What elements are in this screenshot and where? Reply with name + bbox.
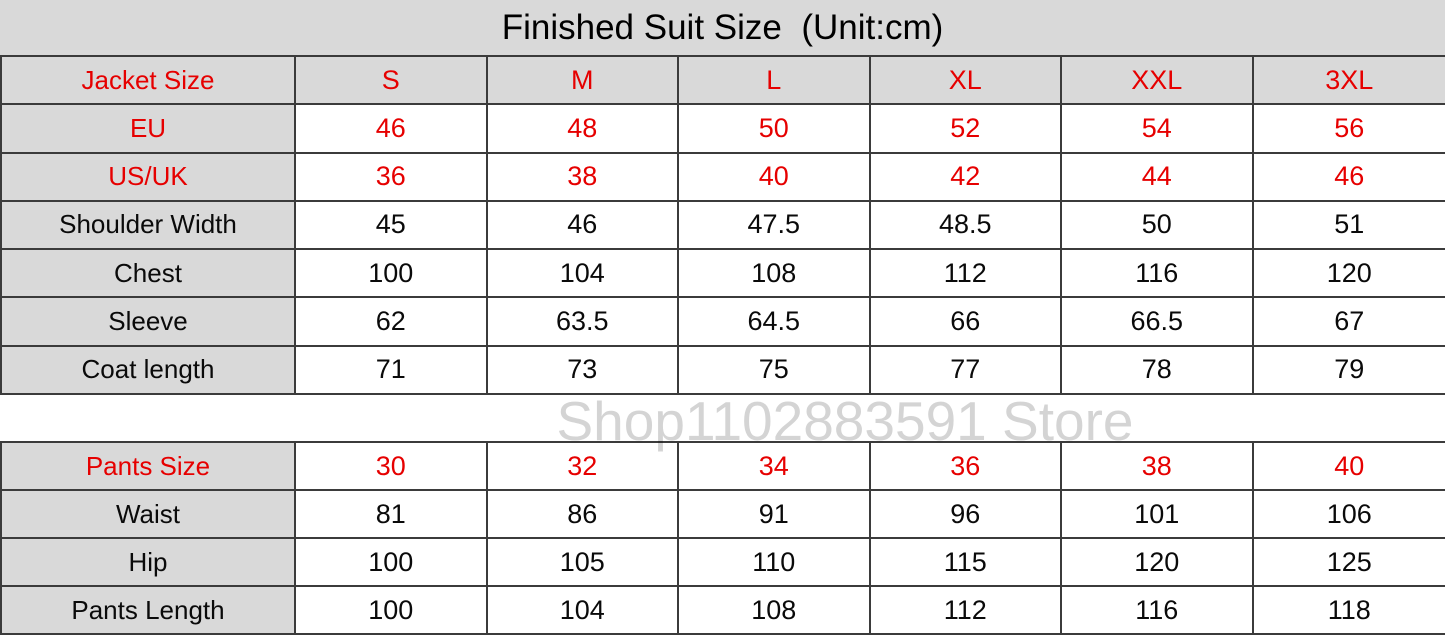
size-header-cell: 34	[679, 443, 871, 491]
value-cell: 100	[296, 250, 488, 299]
row-label: US/UK	[2, 153, 296, 202]
value-cell: 104	[487, 587, 679, 635]
value-cell: 106	[1253, 491, 1445, 539]
value-cell: 77	[870, 346, 1062, 395]
value-cell: 64.5	[679, 298, 871, 347]
value-cell: 66	[870, 298, 1062, 347]
value-cell: 46	[1253, 153, 1445, 202]
size-header-cell: 30	[296, 443, 488, 491]
size-header-cell: 3XL	[1253, 57, 1445, 106]
size-header-cell: L	[679, 57, 871, 106]
value-cell: 100	[296, 587, 488, 635]
value-cell: 105	[487, 539, 679, 587]
row-label: Coat length	[2, 346, 296, 395]
value-cell: 104	[487, 250, 679, 299]
value-cell: 110	[679, 539, 871, 587]
row-label: Hip	[2, 539, 296, 587]
value-cell: 115	[870, 539, 1062, 587]
value-cell: 112	[870, 250, 1062, 299]
value-cell: 78	[1062, 346, 1254, 395]
size-header-cell: 32	[487, 443, 679, 491]
table-header-label: Pants Size	[2, 443, 296, 491]
value-cell: 108	[679, 587, 871, 635]
value-cell: 42	[870, 153, 1062, 202]
row-label: Pants Length	[2, 587, 296, 635]
row-label: Chest	[2, 250, 296, 299]
value-cell: 50	[679, 105, 871, 154]
value-cell: 112	[870, 587, 1062, 635]
value-cell: 36	[296, 153, 488, 202]
value-cell: 45	[296, 201, 488, 251]
value-cell: 52	[870, 105, 1062, 154]
value-cell: 67	[1253, 298, 1445, 347]
value-cell: 120	[1062, 539, 1254, 587]
value-cell: 56	[1253, 105, 1445, 154]
value-cell: 91	[679, 491, 871, 539]
value-cell: 62	[296, 298, 488, 347]
value-cell: 86	[487, 491, 679, 539]
row-label: EU	[2, 105, 296, 154]
value-cell: 116	[1062, 587, 1254, 635]
value-cell: 50	[1062, 201, 1254, 251]
value-cell: 46	[487, 201, 679, 251]
value-cell: 66.5	[1062, 298, 1254, 347]
table-header-label: Jacket Size	[2, 57, 296, 106]
value-cell: 120	[1253, 250, 1445, 299]
value-cell: 108	[679, 250, 871, 299]
table-title: Finished Suit Size (Unit:cm)	[0, 0, 1445, 57]
value-cell: 116	[1062, 250, 1254, 299]
value-cell: 101	[1062, 491, 1254, 539]
value-cell: 100	[296, 539, 488, 587]
value-cell: 47.5	[679, 201, 871, 251]
value-cell: 79	[1253, 346, 1445, 395]
value-cell: 40	[679, 153, 871, 202]
value-cell: 71	[296, 346, 488, 395]
value-cell: 96	[870, 491, 1062, 539]
row-label: Waist	[2, 491, 296, 539]
size-header-cell: 36	[870, 443, 1062, 491]
value-cell: 44	[1062, 153, 1254, 202]
value-cell: 73	[487, 346, 679, 395]
value-cell: 63.5	[487, 298, 679, 347]
size-header-cell: XL	[870, 57, 1062, 106]
row-label: Sleeve	[2, 298, 296, 347]
size-header-cell: 38	[1062, 443, 1254, 491]
value-cell: 81	[296, 491, 488, 539]
size-header-cell: M	[487, 57, 679, 106]
value-cell: 48.5	[870, 201, 1062, 251]
value-cell: 75	[679, 346, 871, 395]
size-header-cell: 40	[1253, 443, 1445, 491]
size-header-cell: S	[296, 57, 488, 106]
row-label: Shoulder Width	[2, 201, 296, 251]
pants-size-table: Pants Size 30 32 34 36 38 40 Waist 81 86 91 96 101 10…	[0, 441, 1445, 635]
value-cell: 51	[1253, 201, 1445, 251]
value-cell: 46	[296, 105, 488, 154]
value-cell: 54	[1062, 105, 1254, 154]
value-cell: 125	[1253, 539, 1445, 587]
value-cell: 118	[1253, 587, 1445, 635]
value-cell: 48	[487, 105, 679, 154]
size-header-cell: XXL	[1062, 57, 1254, 106]
value-cell: 38	[487, 153, 679, 202]
jacket-size-table: Jacket Size S M L XL XXL 3XL EU 46 48 50 52 54 56 US/U…	[0, 57, 1445, 395]
